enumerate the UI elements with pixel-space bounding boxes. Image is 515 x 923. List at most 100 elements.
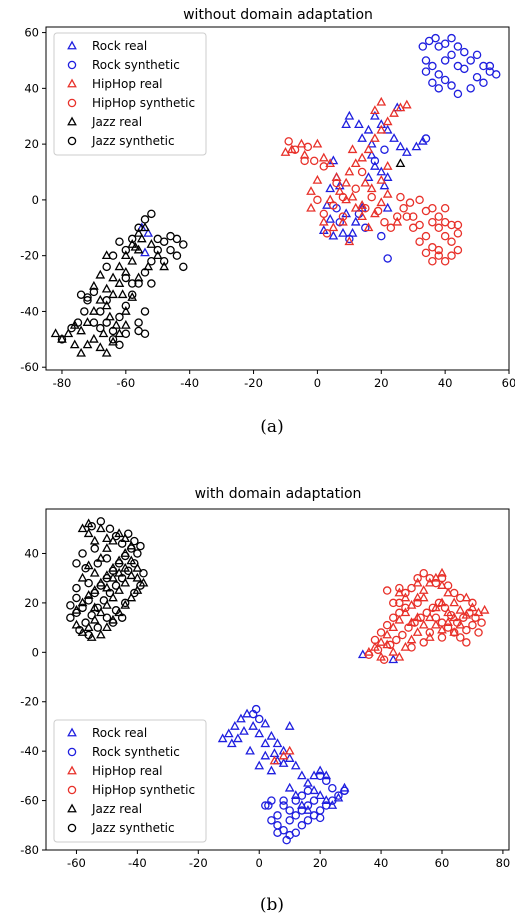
hiphop-real-point [366, 183, 377, 193]
rock-synthetic-point [428, 61, 437, 71]
y-tick-label: -20 [20, 695, 39, 709]
chart-title: without domain adaptation [183, 7, 373, 23]
hiphop-real-point [360, 177, 371, 187]
rock-real-point [242, 708, 252, 718]
hiphop-synthetic-point [416, 613, 425, 622]
jazz-synthetic-point [130, 536, 139, 546]
jazz-real-point [133, 227, 144, 237]
hiphop-real-point [312, 174, 323, 184]
hiphop-real-point [363, 222, 374, 232]
hiphop-synthetic-point [474, 628, 483, 637]
rock-real-point [266, 730, 277, 740]
jazz-synthetic-point [87, 611, 96, 620]
rock-real-point [357, 649, 368, 659]
x-tick-label: -20 [189, 856, 208, 870]
hiphop-synthetic-point [425, 573, 435, 583]
x-tick-label: -40 [128, 856, 147, 870]
hiphop-real-point [376, 636, 386, 646]
jazz-real-point [95, 523, 106, 533]
hiphop-real-point [382, 116, 393, 126]
jazz-synthetic-point [166, 245, 175, 255]
rock-real-point [370, 110, 380, 120]
jazz-synthetic-point [147, 279, 156, 288]
rock-synthetic-point [466, 56, 475, 65]
x-tick-label: 20 [313, 856, 328, 870]
jazz-synthetic-point [90, 588, 99, 598]
x-tick-label: 0 [256, 856, 263, 870]
legend-label-jazz-synthetic: Jazz synthetic [91, 134, 175, 148]
jazz-real-point [127, 239, 138, 248]
jazz-real-point [101, 300, 112, 310]
jazz-synthetic-point [121, 329, 131, 338]
rock-real-point [370, 160, 380, 170]
rock-real-point [278, 758, 289, 767]
jazz-synthetic-point [78, 603, 87, 613]
hiphop-synthetic-point [379, 655, 389, 664]
jazz-real-point [82, 339, 93, 349]
hiphop-real-point [424, 612, 435, 622]
jazz-synthetic-point [93, 623, 103, 632]
rock-real-point [389, 133, 399, 142]
jazz-real-point [95, 294, 106, 304]
hiphop-synthetic-point [468, 620, 477, 630]
y-tick-label: -40 [20, 744, 39, 758]
rock-real-point [382, 202, 393, 212]
jazz-real-point [140, 222, 150, 232]
rock-synthetic-point [315, 771, 325, 781]
hiphop-real-point [318, 152, 329, 162]
jazz-synthetic-point [127, 279, 137, 288]
rock-synthetic-point [340, 786, 349, 795]
hiphop-real-point [338, 216, 348, 226]
hiphop-real-point [376, 124, 387, 134]
hiphop-real-point [376, 197, 387, 207]
hiphop-real-point [406, 634, 417, 644]
rock-real-point [236, 713, 246, 723]
rock-real-point [363, 172, 374, 181]
jazz-synthetic-point [72, 593, 81, 603]
jazz-real-point [132, 562, 143, 572]
hiphop-synthetic-point [338, 192, 348, 202]
hiphop-synthetic-point [462, 638, 471, 647]
jazz-synthetic-point [140, 215, 150, 224]
rock-real-point [284, 720, 295, 730]
rock-synthetic-point [297, 791, 307, 800]
jazz-real-point [95, 629, 106, 639]
legend-marker-hiphop-real [67, 78, 77, 88]
rock-real-point [229, 720, 240, 730]
hiphop-real-point [306, 186, 316, 195]
hiphop-synthetic-point [407, 643, 416, 652]
rock-real-point [328, 230, 339, 240]
jazz-synthetic-point [153, 245, 163, 255]
hiphop-synthetic-point [437, 573, 447, 583]
hiphop-synthetic-point [388, 613, 398, 622]
jazz-real-point [76, 325, 86, 335]
hiphop-synthetic-point [422, 608, 432, 618]
legend-label-jazz-synthetic: Jazz synthetic [91, 821, 175, 835]
hiphop-synthetic-point [367, 192, 376, 202]
rock-real-point [260, 750, 271, 760]
hiphop-real-point [418, 592, 429, 602]
rock-synthetic-point [431, 33, 440, 43]
hiphop-synthetic-point [395, 583, 404, 593]
jazz-real-point [108, 272, 118, 282]
hiphop-real-point [370, 133, 380, 142]
rock-real-point [223, 728, 234, 738]
jazz-synthetic-point [96, 323, 105, 333]
jazz-synthetic-point [117, 573, 127, 583]
jazz-synthetic-point [108, 566, 118, 576]
jazz-synthetic-point [179, 262, 188, 272]
hiphop-synthetic-point [428, 603, 438, 613]
rock-synthetic-point [421, 56, 431, 65]
jazz-synthetic-point [133, 549, 142, 558]
hiphop-synthetic-point [382, 586, 392, 595]
hiphop-real-point [341, 177, 352, 187]
jazz-real-point [159, 261, 170, 271]
legend-marker-rock-real [67, 40, 77, 50]
hiphop-real-point [400, 607, 411, 617]
rock-real-point [297, 800, 307, 809]
rock-synthetic-point [303, 786, 313, 795]
rock-synthetic-point [303, 801, 313, 810]
hiphop-synthetic-point [380, 217, 389, 227]
jazz-synthetic-point [67, 323, 76, 333]
hiphop-real-point [331, 172, 342, 181]
